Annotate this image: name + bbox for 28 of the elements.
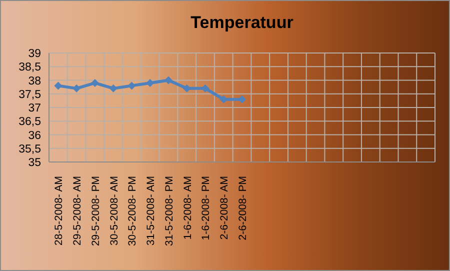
y-tick-label: 38 — [28, 75, 41, 88]
x-tick-label: 1-6-2008- PM — [200, 176, 212, 240]
point — [238, 95, 246, 104]
y-tick-label: 36,5 — [18, 116, 41, 128]
chart-title: Temperatuur — [190, 13, 294, 33]
x-tick-label: 31-5-2008- PM — [163, 176, 176, 246]
y-tick-label: 39 — [28, 48, 41, 60]
point — [164, 76, 172, 84]
y-tick-label: 38,5 — [18, 62, 41, 74]
x-tick-label: 2-6-2008- PM — [237, 176, 249, 240]
x-tick-label: 1-6-2008- AM — [182, 176, 194, 240]
x-tick-label: 29-5-2008- AM — [72, 176, 84, 246]
point — [54, 82, 62, 90]
x-tick-label: 2-6-2008- AM — [218, 176, 231, 240]
x-tick-label: 29-5-2008- PM — [90, 176, 102, 246]
y-tick-label: 37,5 — [18, 88, 41, 101]
point — [109, 84, 118, 92]
x-tick-label: 30-5-2008- AM — [108, 176, 120, 246]
x-tick-label: 30-5-2008- PM — [126, 176, 139, 246]
y-tick-label: 35 — [28, 157, 41, 170]
y-tick-label: 37 — [28, 102, 41, 115]
point — [128, 82, 136, 90]
x-tick-label: 28-5-2008- AM — [53, 176, 66, 246]
point — [72, 84, 81, 92]
x-tick-label: 31-5-2008- AM — [145, 176, 158, 246]
point — [90, 78, 99, 87]
y-tick-label: 36 — [28, 130, 41, 142]
y-tick-label: 35,5 — [18, 143, 41, 156]
